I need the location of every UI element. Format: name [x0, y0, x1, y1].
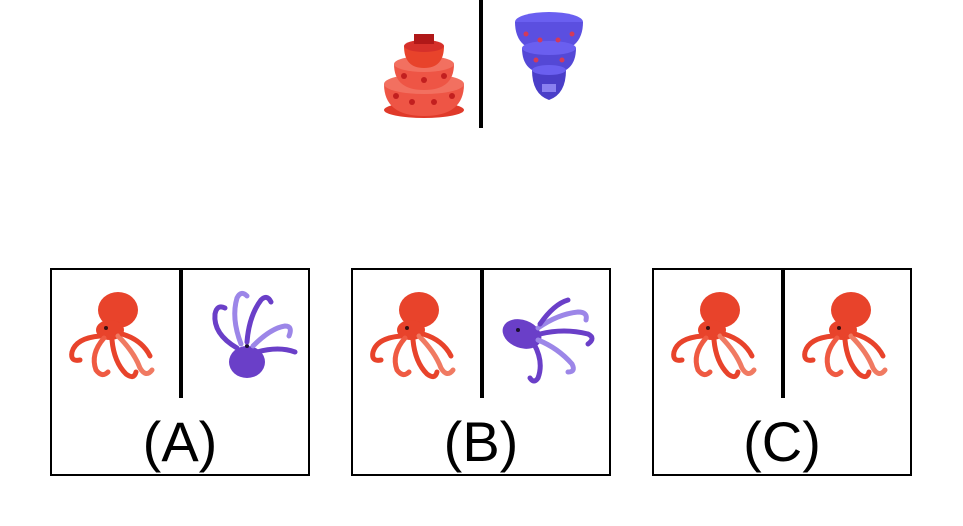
example-pair [360, 0, 600, 130]
option-c[interactable]: (C) [652, 268, 912, 476]
option-b[interactable]: (B) [351, 268, 611, 476]
option-b-divider [480, 270, 484, 398]
option-a[interactable]: (A) [50, 268, 310, 476]
option-a-label: (A) [142, 410, 218, 473]
red-cake-icon [374, 26, 474, 122]
red-octopus-icon [357, 278, 477, 394]
blue-cake-icon [508, 8, 590, 104]
option-c-label: (C) [743, 410, 821, 473]
red-octopus-icon [789, 278, 909, 394]
option-b-label: (B) [443, 410, 519, 473]
example-divider [479, 0, 483, 128]
red-octopus-icon [658, 278, 778, 394]
option-a-divider [179, 270, 183, 398]
red-octopus-icon [56, 278, 176, 394]
purple-octopus-icon [488, 278, 608, 394]
option-c-divider [781, 270, 785, 398]
purple-octopus-icon [187, 278, 307, 394]
